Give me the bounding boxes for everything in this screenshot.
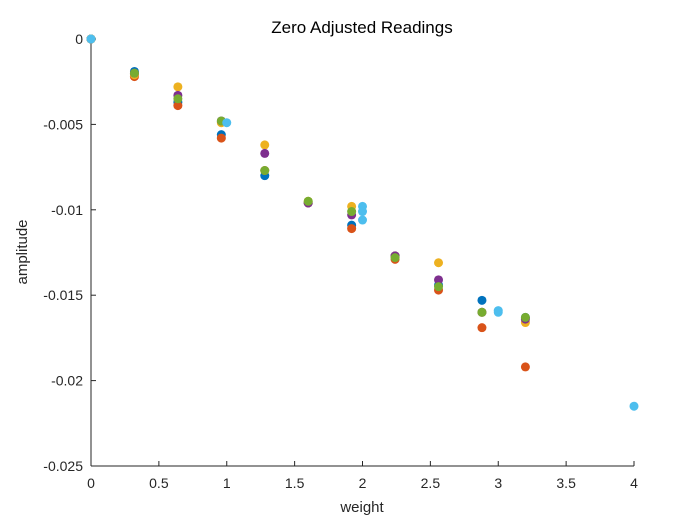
chart-title: Zero Adjusted Readings <box>271 18 452 37</box>
x-axis-label: weight <box>339 499 384 516</box>
x-tick-label: 3 <box>494 475 502 491</box>
plot-area: 0 0.5 1 1.5 2 2.5 3 3.5 4 0 -0.005 -0.01 -0.015 -0.0… <box>43 31 639 491</box>
data-point <box>477 295 487 305</box>
y-tick-label: 0 <box>75 31 83 47</box>
series-1 <box>86 34 530 322</box>
data-point <box>390 253 400 263</box>
series-5 <box>86 34 530 322</box>
data-point <box>493 307 503 317</box>
x-tick-label: 0.5 <box>149 475 169 491</box>
y-axis-ticks: 0 -0.005 -0.01 -0.015 -0.02 -0.025 <box>43 31 96 474</box>
data-point <box>520 312 530 322</box>
x-tick-label: 1.5 <box>285 475 305 491</box>
x-tick-label: 4 <box>630 475 638 491</box>
x-tick-label: 0 <box>87 475 95 491</box>
x-axis-ticks: 0 0.5 1 1.5 2 2.5 3 3.5 4 <box>87 461 638 491</box>
data-point <box>358 215 367 225</box>
data-point <box>477 307 487 317</box>
data-point <box>434 258 444 268</box>
data-point <box>260 148 270 158</box>
series-3 <box>86 34 530 328</box>
data-point <box>86 34 96 44</box>
data-point <box>347 207 357 217</box>
data-point <box>260 140 270 150</box>
data-point <box>520 362 530 372</box>
data-point <box>434 282 444 292</box>
data-point <box>629 401 639 411</box>
y-tick-label: -0.015 <box>43 287 83 303</box>
x-tick-label: 1 <box>223 475 231 491</box>
data-point <box>260 166 270 176</box>
data-point <box>129 68 139 78</box>
data-point <box>173 94 183 104</box>
data-points <box>86 34 639 411</box>
series-4 <box>86 34 530 324</box>
y-tick-label: -0.01 <box>51 202 83 218</box>
data-point <box>222 118 232 128</box>
data-point <box>347 224 357 234</box>
x-tick-label: 2 <box>359 475 367 491</box>
data-point <box>173 101 183 111</box>
data-point <box>434 275 444 285</box>
y-tick-label: -0.025 <box>43 458 83 474</box>
y-tick-label: -0.02 <box>51 373 83 389</box>
data-point <box>477 323 487 333</box>
x-tick-label: 3.5 <box>556 475 576 491</box>
y-axis-label: amplitude <box>14 219 31 284</box>
data-point <box>303 196 313 206</box>
data-point <box>173 82 183 92</box>
x-tick-label: 2.5 <box>421 475 441 491</box>
y-tick-label: -0.005 <box>43 116 83 132</box>
series-6 <box>86 34 639 411</box>
data-point <box>358 207 367 217</box>
data-point <box>216 133 226 143</box>
